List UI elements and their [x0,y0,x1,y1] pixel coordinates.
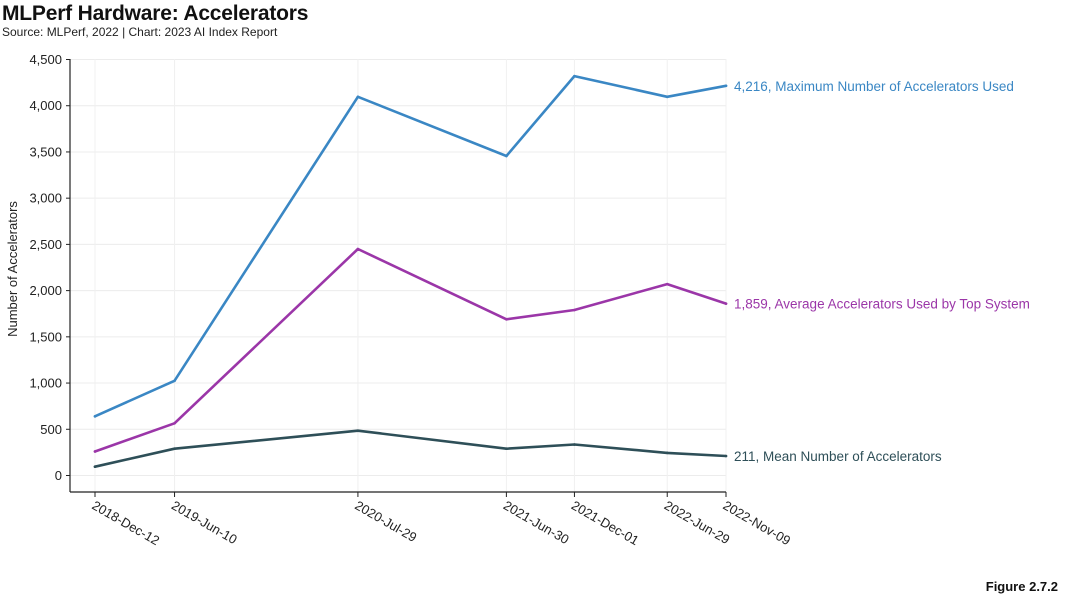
series-end-label: 1,859, Average Accelerators Used by Top … [734,297,1030,312]
x-tick-label: 2019-Jun-10 [169,498,240,547]
data-point [173,379,176,383]
y-tick-label: 2,000 [29,283,62,298]
y-tick-label: 4,500 [29,52,62,67]
data-point [665,451,669,455]
series-line-1 [93,74,728,418]
data-point [93,465,97,469]
y-tick-label: 0 [55,468,62,483]
data-point [665,282,669,286]
series-end-label: 4,216, Maximum Number of Accelerators Us… [734,79,1014,94]
y-tick-label: 3,500 [29,144,62,159]
y-tick-label: 4,000 [29,98,62,113]
y-axis-ticks: 0 500 1,000 1,500 2,000 2,500 3,000 3,500 4,000 4… [29,52,70,483]
data-point [356,429,360,432]
data-point [573,308,576,312]
data-point [724,84,728,88]
data-point [173,421,176,425]
data-point [573,443,576,446]
data-point [505,317,508,321]
data-point [724,454,728,458]
data-point [573,74,576,78]
data-point [173,447,176,450]
y-tick-label: 500 [40,422,62,437]
data-point [93,450,97,453]
data-point [93,415,97,418]
y-tick-label: 1,000 [29,376,62,391]
data-point [724,302,728,305]
y-tick-label: 2,500 [29,237,62,252]
data-point [356,95,360,99]
x-tick-label: 2022-Jun-29 [662,498,733,547]
figure-label: Figure 2.7.2 [985,579,1058,594]
y-tick-label: 3,000 [29,191,62,206]
x-tick-label: 2021-Jun-30 [501,498,572,547]
grid-lines [70,59,727,492]
data-point [505,154,508,158]
series-end-label: 211, Mean Number of Accelerators [734,449,942,464]
series-line-3 [93,429,728,469]
data-point [665,95,669,99]
chart-subtitle: Source: MLPerf, 2022 | Chart: 2023 AI In… [2,25,278,39]
chart-title: MLPerf Hardware: Accelerators [2,2,309,25]
y-axis-title: Number of Accelerators [5,201,20,337]
y-tick-label: 1,500 [29,329,62,344]
x-tick-label: 2021-Dec-01 [569,498,642,549]
x-axis-ticks: 2018-Dec-12 2019-Jun-10 2020-Jul-29 2021-Ju… [90,492,794,549]
x-tick-label: 2020-Jul-29 [352,498,419,545]
series-end-labels: 4,216, Maximum Number of Accelerators Us… [734,79,1030,464]
series-lines [93,74,728,469]
axes [69,59,726,493]
x-tick-label: 2018-Dec-12 [90,498,163,549]
x-tick-label: 2022-Nov-09 [721,498,794,549]
data-point [356,247,360,251]
series-line-2 [93,247,728,453]
data-point [505,447,508,450]
